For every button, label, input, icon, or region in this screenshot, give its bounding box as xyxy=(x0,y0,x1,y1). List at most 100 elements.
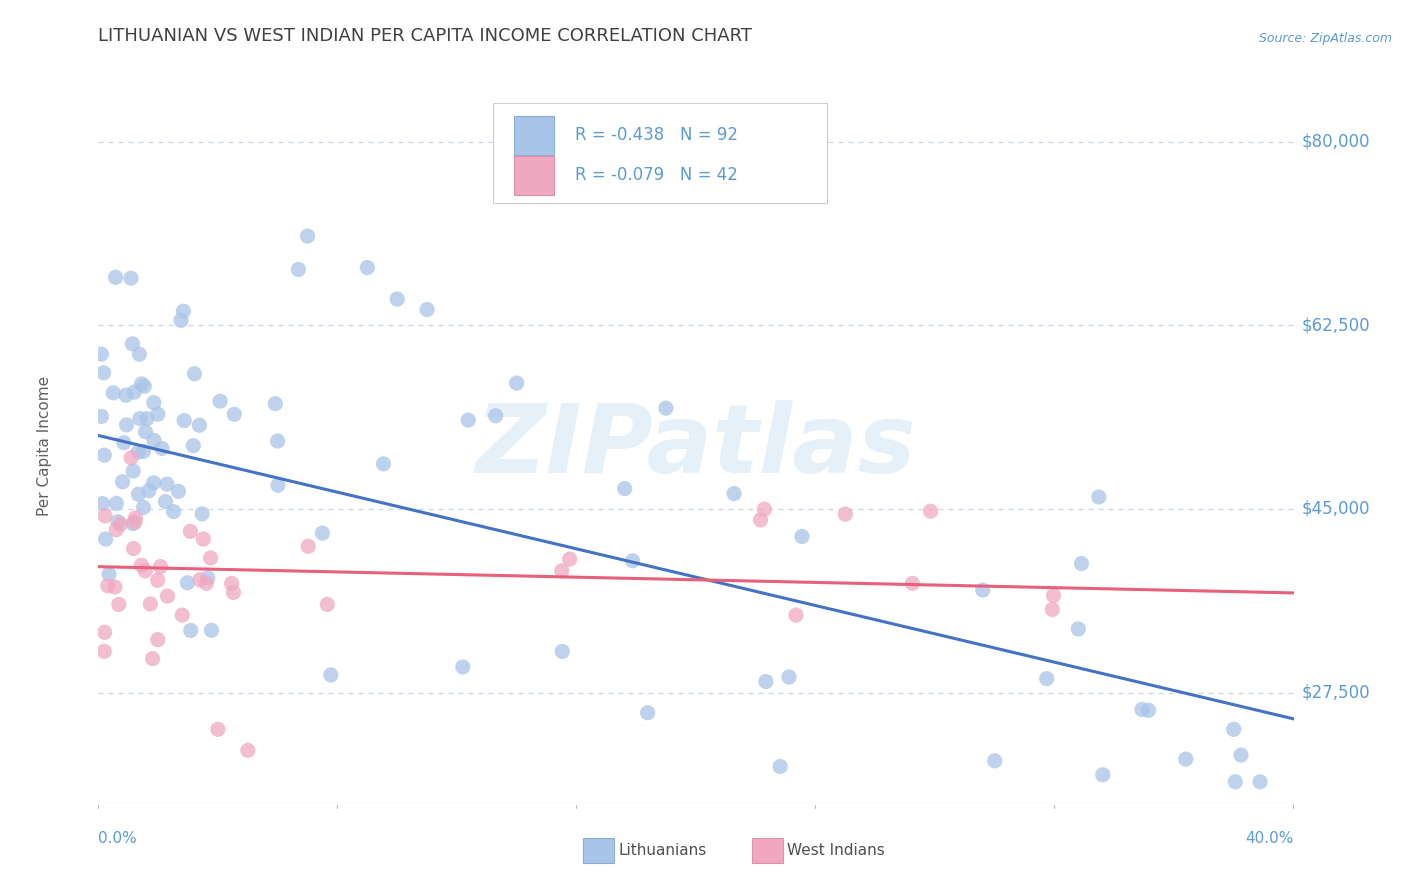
Point xyxy=(224,407,246,421)
Text: Per Capita Income: Per Capita Income xyxy=(37,376,52,516)
Point xyxy=(93,366,115,380)
Point xyxy=(1091,768,1114,782)
Point xyxy=(778,670,800,684)
Point xyxy=(1230,747,1253,762)
Point xyxy=(972,583,994,598)
Point xyxy=(264,397,287,411)
Point xyxy=(207,723,229,737)
Point xyxy=(188,418,211,433)
Point xyxy=(1130,702,1153,716)
Text: $45,000: $45,000 xyxy=(1302,500,1371,518)
Point xyxy=(551,644,574,658)
Point xyxy=(115,388,138,402)
Point xyxy=(266,434,288,448)
Point xyxy=(93,625,115,640)
Text: LITHUANIAN VS WEST INDIAN PER CAPITA INCOME CORRELATION CHART: LITHUANIAN VS WEST INDIAN PER CAPITA INC… xyxy=(98,27,752,45)
Point xyxy=(197,571,219,585)
Point xyxy=(170,313,193,327)
Point xyxy=(195,576,218,591)
Point xyxy=(179,524,201,539)
Text: $27,500: $27,500 xyxy=(1302,683,1371,702)
Point xyxy=(146,632,169,647)
Point xyxy=(112,435,135,450)
Text: $80,000: $80,000 xyxy=(1302,133,1371,151)
Point xyxy=(200,550,222,565)
Text: West Indians: West Indians xyxy=(787,843,886,857)
Point xyxy=(1249,774,1271,789)
Text: $62,500: $62,500 xyxy=(1302,317,1371,334)
Point xyxy=(723,486,745,500)
Point xyxy=(127,445,149,459)
Point xyxy=(131,558,153,573)
Point xyxy=(142,475,165,490)
Point xyxy=(98,567,121,582)
Point xyxy=(755,674,778,689)
Point xyxy=(142,395,165,409)
Point xyxy=(297,539,319,553)
Point xyxy=(90,347,112,361)
Point xyxy=(267,478,290,492)
Point xyxy=(373,457,395,471)
Point xyxy=(124,511,146,525)
Point xyxy=(297,229,319,244)
Point xyxy=(457,413,479,427)
Point xyxy=(124,515,146,529)
Point xyxy=(1225,774,1247,789)
Point xyxy=(104,270,127,285)
Point xyxy=(621,554,644,568)
Point xyxy=(754,502,776,516)
Point xyxy=(172,608,194,623)
Point xyxy=(105,496,128,510)
Point xyxy=(319,668,342,682)
Point xyxy=(90,409,112,424)
Point xyxy=(94,532,117,546)
Text: R = -0.438   N = 92: R = -0.438 N = 92 xyxy=(575,127,738,145)
Point xyxy=(183,367,205,381)
Point xyxy=(122,516,145,531)
Point xyxy=(1070,557,1092,571)
Point xyxy=(1174,752,1197,766)
Point xyxy=(200,624,222,638)
Point xyxy=(128,347,150,361)
Point xyxy=(193,532,215,546)
Point xyxy=(127,487,149,501)
Point xyxy=(655,401,678,416)
Text: Lithuanians: Lithuanians xyxy=(619,843,707,857)
Point xyxy=(1088,490,1111,504)
Point xyxy=(1042,589,1064,603)
Point xyxy=(149,559,172,574)
Point xyxy=(167,484,190,499)
Point xyxy=(93,644,115,658)
Point xyxy=(920,504,942,518)
Text: 40.0%: 40.0% xyxy=(1246,831,1294,847)
Point xyxy=(162,505,184,519)
Point xyxy=(93,448,115,462)
Point xyxy=(834,507,856,521)
FancyBboxPatch shape xyxy=(515,116,554,155)
Point xyxy=(134,379,156,393)
Text: 0.0%: 0.0% xyxy=(98,831,138,847)
Point xyxy=(122,464,145,478)
Point xyxy=(1035,672,1057,686)
Point xyxy=(139,597,162,611)
Point xyxy=(105,523,128,537)
Point xyxy=(121,336,143,351)
Point xyxy=(134,564,156,578)
Point xyxy=(138,483,160,498)
Point xyxy=(132,444,155,458)
Text: ZIPatlas: ZIPatlas xyxy=(475,400,917,492)
Point xyxy=(129,411,152,425)
Point xyxy=(122,541,145,556)
Point xyxy=(103,385,125,400)
Point xyxy=(104,580,127,594)
Point xyxy=(451,660,474,674)
Point xyxy=(115,417,138,432)
Point xyxy=(221,576,243,591)
Point xyxy=(790,529,813,543)
Point xyxy=(120,450,142,465)
Point xyxy=(132,500,155,515)
Point xyxy=(142,434,165,448)
Point xyxy=(551,564,574,578)
Point xyxy=(107,515,129,529)
Point xyxy=(901,576,924,591)
